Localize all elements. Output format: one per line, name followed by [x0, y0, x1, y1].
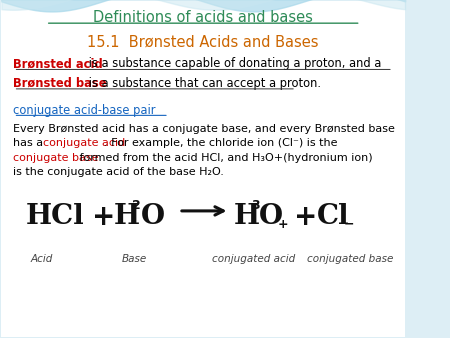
Text: Brønsted acid: Brønsted acid	[14, 57, 103, 70]
Text: HCl: HCl	[26, 202, 84, 230]
Text: is a substance capable of donating a proton, and a: is a substance capable of donating a pro…	[86, 57, 382, 70]
Text: Acid: Acid	[31, 255, 53, 264]
Text: O: O	[259, 202, 283, 230]
Text: formed from the acid HCl, and H₃O+(hydronium ion): formed from the acid HCl, and H₃O+(hydro…	[76, 152, 373, 163]
Text: +: +	[278, 218, 288, 231]
Text: Every Brønsted acid has a conjugate base, and every Brønsted base: Every Brønsted acid has a conjugate base…	[14, 124, 396, 134]
Text: 15.1  Brønsted Acids and Bases: 15.1 Brønsted Acids and Bases	[87, 35, 319, 50]
Text: is a substance that can accept a proton.: is a substance that can accept a proton.	[86, 77, 321, 90]
Text: . For example, the chloride ion (Cl⁻) is the: . For example, the chloride ion (Cl⁻) is…	[104, 138, 338, 148]
Text: H: H	[113, 202, 140, 230]
Text: Definitions of acids and bases: Definitions of acids and bases	[93, 10, 313, 25]
Text: H: H	[234, 202, 260, 230]
Text: Brønsted base: Brønsted base	[14, 77, 107, 90]
Text: +: +	[294, 202, 318, 231]
Text: conjugate base: conjugate base	[14, 152, 99, 163]
Text: conjugate acid: conjugate acid	[43, 138, 125, 148]
Text: O: O	[141, 202, 165, 230]
Text: conjugated base: conjugated base	[307, 255, 394, 264]
Text: is the conjugate acid of the base H₂O.: is the conjugate acid of the base H₂O.	[14, 167, 225, 177]
Text: Cl: Cl	[317, 202, 350, 230]
Text: has a: has a	[14, 138, 47, 148]
Text: 3: 3	[251, 199, 260, 212]
FancyBboxPatch shape	[1, 1, 405, 337]
Text: +: +	[92, 202, 116, 231]
Text: Base: Base	[122, 255, 147, 264]
Text: conjugated acid: conjugated acid	[212, 255, 295, 264]
Text: 2: 2	[132, 199, 140, 212]
Text: conjugate acid-base pair: conjugate acid-base pair	[14, 104, 156, 117]
Text: −: −	[344, 218, 354, 231]
